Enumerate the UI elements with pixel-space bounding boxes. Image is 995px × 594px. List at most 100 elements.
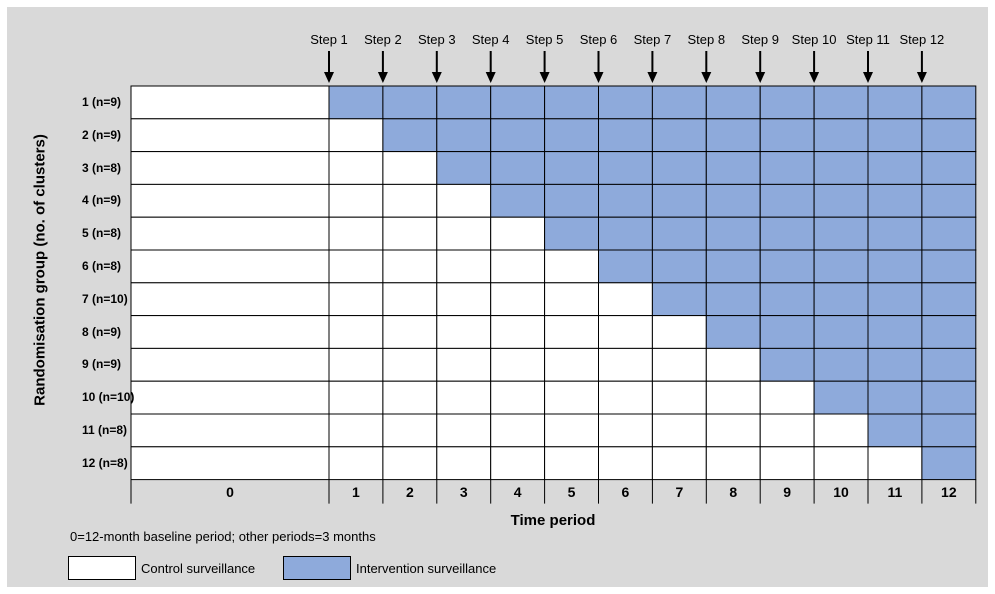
control-cell xyxy=(436,446,492,481)
intervention-cell xyxy=(867,85,923,120)
control-cell xyxy=(328,216,384,251)
control-cell xyxy=(705,380,761,415)
control-cell xyxy=(328,413,384,448)
step-arrow-head xyxy=(539,72,550,83)
period-label: 2 xyxy=(405,483,414,500)
control-cell xyxy=(328,118,384,153)
intervention-cell xyxy=(382,118,438,153)
intervention-cell xyxy=(705,249,761,284)
control-cell xyxy=(328,315,384,349)
control-cell xyxy=(382,413,438,448)
control-cell xyxy=(490,413,546,448)
step-label: Step 11 xyxy=(846,32,890,47)
intervention-cell xyxy=(813,216,869,251)
control-cell xyxy=(598,282,653,317)
control-cell xyxy=(130,216,330,251)
control-cell xyxy=(130,380,330,415)
control-cell xyxy=(328,183,384,218)
intervention-cell xyxy=(651,282,707,317)
group-label: 6 (n=8) xyxy=(82,259,122,273)
control-cell xyxy=(490,380,546,415)
control-cell xyxy=(436,380,492,415)
period-label: 6 xyxy=(621,483,630,500)
control-cell xyxy=(328,347,384,382)
group-label: 11 (n=8) xyxy=(82,423,128,437)
intervention-cell xyxy=(759,183,815,218)
intervention-cell xyxy=(598,249,653,284)
control-cell xyxy=(382,315,438,349)
group-label: 8 (n=9) xyxy=(82,324,122,339)
intervention-cell xyxy=(813,118,869,153)
x-axis-title: Time period xyxy=(510,512,596,529)
period-label: 5 xyxy=(567,483,576,500)
step-arrow-head xyxy=(431,72,442,83)
intervention-cell xyxy=(921,216,977,251)
control-cell xyxy=(130,347,330,382)
control-cell xyxy=(490,216,546,251)
intervention-cell xyxy=(867,380,923,415)
legend-intervention-swatch xyxy=(283,556,351,580)
intervention-cell xyxy=(598,183,653,218)
intervention-cell xyxy=(598,216,653,251)
control-cell xyxy=(436,315,492,349)
intervention-cell xyxy=(867,347,923,382)
intervention-cell xyxy=(921,446,977,481)
step-label: Step 4 xyxy=(471,32,510,47)
control-cell xyxy=(544,446,599,481)
intervention-cell xyxy=(759,282,815,317)
intervention-cell xyxy=(867,183,923,218)
intervention-cell xyxy=(651,249,707,284)
intervention-cell xyxy=(921,347,977,382)
step-label: Step 8 xyxy=(687,32,726,47)
control-cell xyxy=(130,446,330,481)
intervention-cell xyxy=(544,183,599,218)
control-cell xyxy=(436,216,492,251)
control-cell xyxy=(382,151,438,185)
intervention-cell xyxy=(490,118,546,153)
step-arrow-head xyxy=(863,72,873,83)
intervention-cell xyxy=(490,183,546,218)
step-label: Step 7 xyxy=(633,32,672,47)
control-cell xyxy=(759,413,815,448)
step-arrow-head xyxy=(755,72,766,83)
intervention-cell xyxy=(813,183,869,218)
intervention-cell xyxy=(867,413,923,448)
intervention-cell xyxy=(867,216,923,251)
period-label: 10 xyxy=(833,483,849,500)
control-cell xyxy=(130,151,330,185)
step-label: Step 10 xyxy=(791,32,837,47)
control-cell xyxy=(544,380,599,415)
intervention-cell xyxy=(813,249,869,284)
period-label: 7 xyxy=(675,483,684,500)
control-cell xyxy=(436,347,492,382)
intervention-cell xyxy=(436,151,492,185)
intervention-cell xyxy=(598,151,653,185)
period-label: 11 xyxy=(887,483,903,500)
step-arrow-head xyxy=(485,72,496,83)
control-cell xyxy=(544,413,599,448)
control-cell xyxy=(382,380,438,415)
control-cell xyxy=(598,446,653,481)
control-cell xyxy=(598,347,653,382)
intervention-cell xyxy=(651,85,707,120)
period-label: 3 xyxy=(459,483,468,500)
intervention-cell xyxy=(759,315,815,349)
intervention-cell xyxy=(867,249,923,284)
intervention-cell xyxy=(867,151,923,185)
control-cell xyxy=(651,315,707,349)
control-cell xyxy=(490,249,546,284)
intervention-cell xyxy=(544,151,599,185)
intervention-cell xyxy=(651,183,707,218)
period-label: 4 xyxy=(513,483,522,500)
group-label: 5 (n=8) xyxy=(82,226,122,241)
intervention-cell xyxy=(705,315,761,349)
intervention-cell xyxy=(544,118,599,153)
legend-control-label: Control surveillance xyxy=(141,561,256,576)
control-cell xyxy=(490,446,546,481)
intervention-cell xyxy=(490,151,546,185)
step-arrow-head xyxy=(916,72,927,83)
group-label: 1 (n=9) xyxy=(82,95,122,109)
control-cell xyxy=(651,413,707,448)
period-label: 1 xyxy=(352,483,360,500)
control-cell xyxy=(490,347,546,382)
